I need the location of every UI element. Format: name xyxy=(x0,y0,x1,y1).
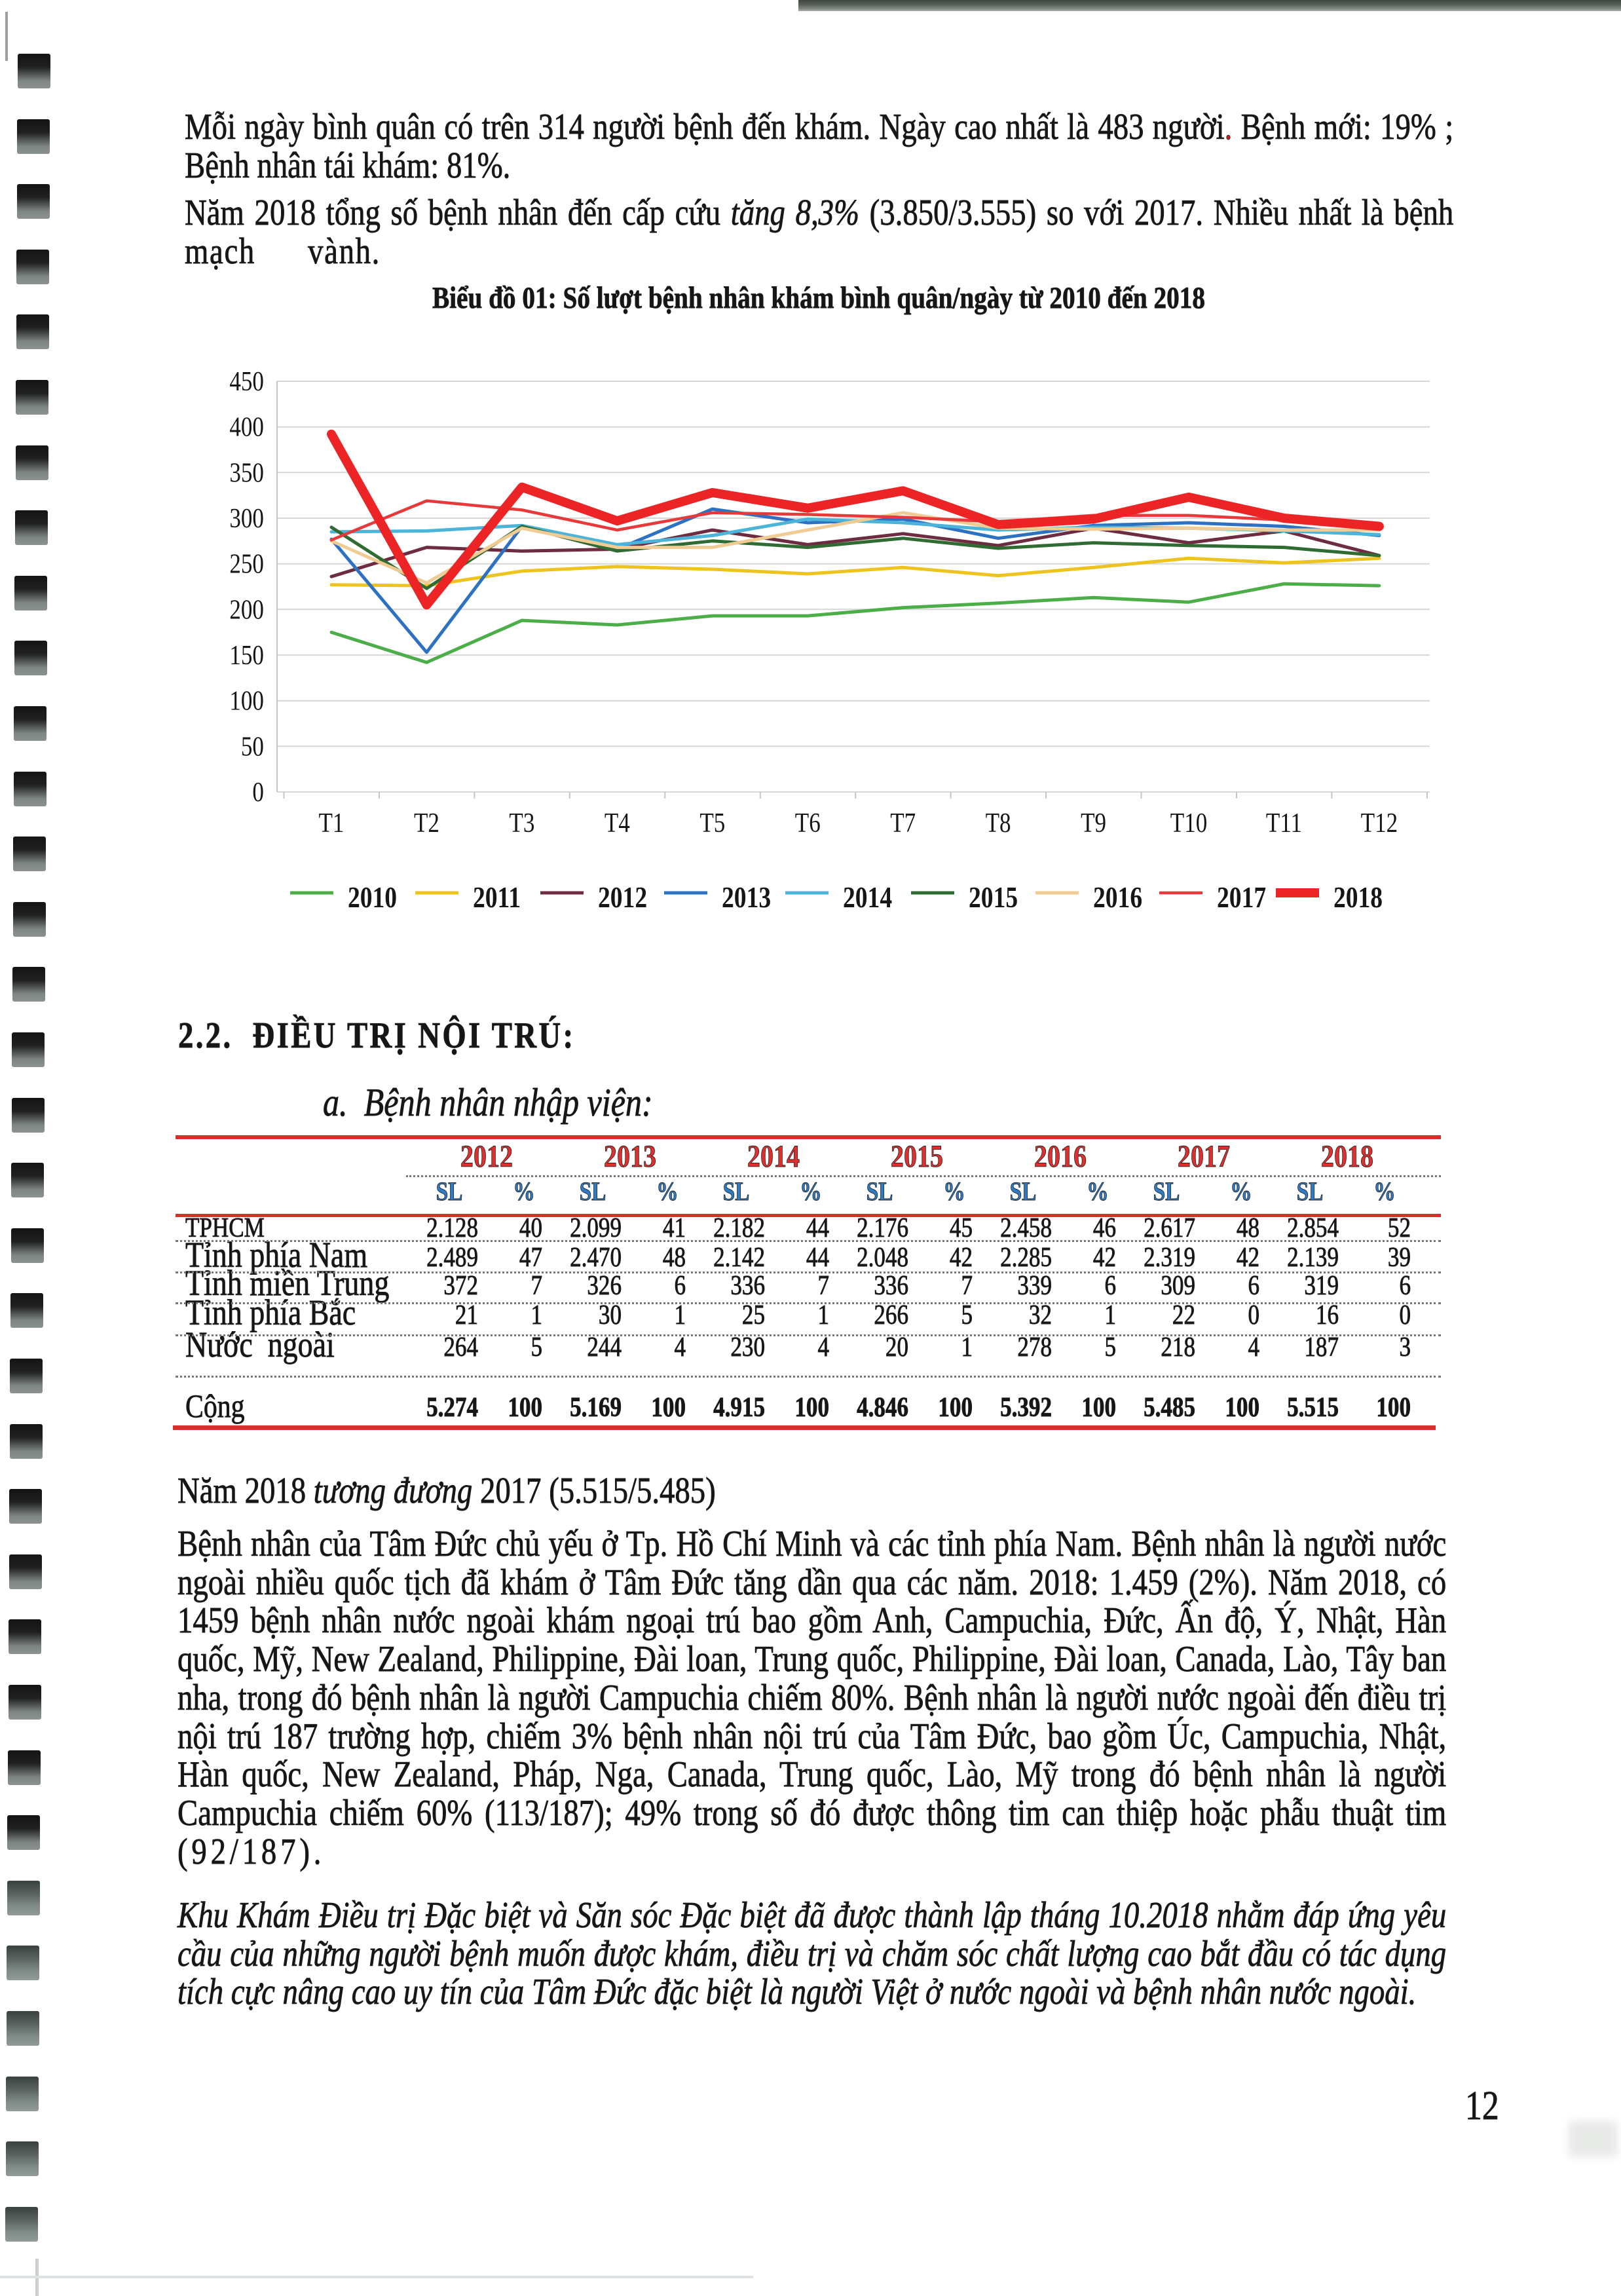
svg-text:2011: 2011 xyxy=(473,881,521,914)
svg-text:100: 100 xyxy=(229,687,264,717)
svg-text:T6: T6 xyxy=(795,808,821,838)
svg-text:400: 400 xyxy=(229,413,264,443)
svg-text:150: 150 xyxy=(229,641,264,671)
svg-text:300: 300 xyxy=(229,504,264,534)
svg-text:2015: 2015 xyxy=(969,881,1018,914)
svg-text:2016: 2016 xyxy=(1093,881,1142,914)
svg-text:2014: 2014 xyxy=(843,881,892,914)
svg-text:T9: T9 xyxy=(1081,808,1106,838)
svg-text:0: 0 xyxy=(252,778,264,808)
svg-text:T12: T12 xyxy=(1361,808,1398,838)
svg-text:T8: T8 xyxy=(986,808,1011,838)
svg-text:T11: T11 xyxy=(1266,808,1302,838)
svg-text:250: 250 xyxy=(229,550,264,580)
svg-text:T10: T10 xyxy=(1170,808,1207,838)
svg-text:450: 450 xyxy=(229,367,264,397)
svg-text:2017: 2017 xyxy=(1217,881,1266,914)
svg-text:2010: 2010 xyxy=(348,881,397,914)
svg-text:50: 50 xyxy=(241,732,264,762)
svg-text:T7: T7 xyxy=(890,808,916,838)
svg-text:T4: T4 xyxy=(605,808,630,838)
svg-text:T3: T3 xyxy=(509,808,534,838)
svg-text:200: 200 xyxy=(229,595,264,625)
svg-text:2012: 2012 xyxy=(598,881,647,914)
svg-text:T5: T5 xyxy=(699,808,725,838)
svg-text:T1: T1 xyxy=(319,808,345,838)
svg-text:2013: 2013 xyxy=(722,881,771,914)
svg-text:T2: T2 xyxy=(414,808,439,838)
svg-text:350: 350 xyxy=(229,458,264,488)
svg-text:2018: 2018 xyxy=(1333,881,1383,914)
